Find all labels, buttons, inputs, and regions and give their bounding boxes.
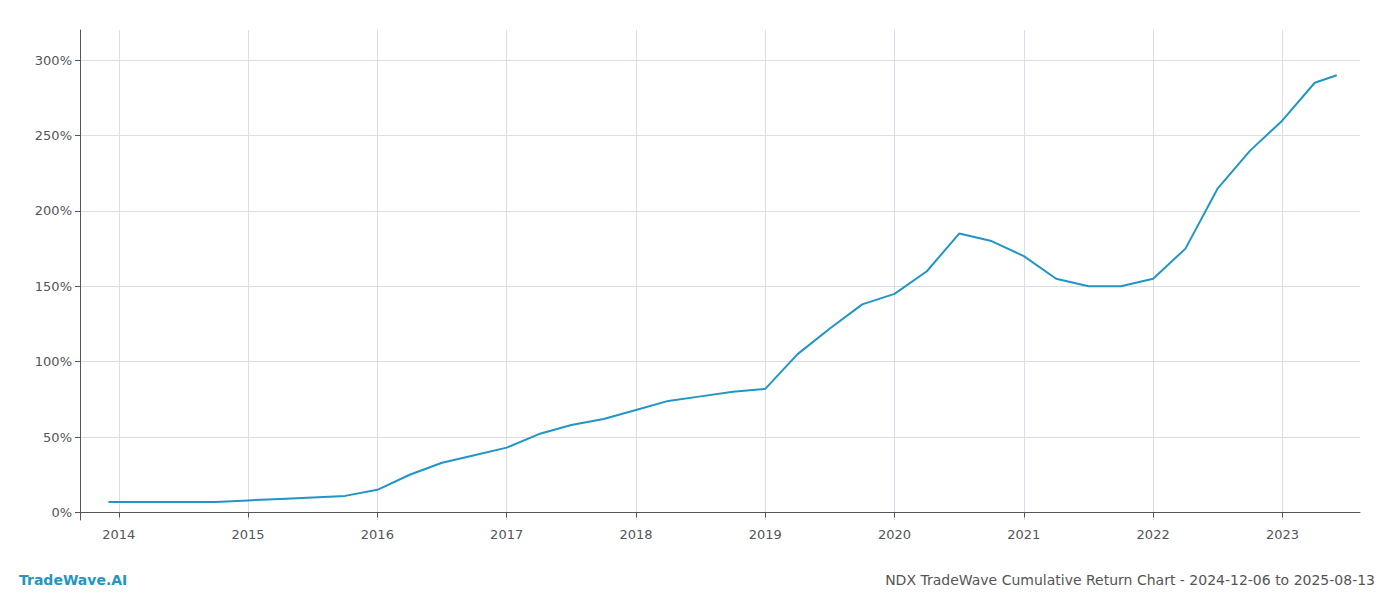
svg-text:2019: 2019 bbox=[749, 527, 782, 542]
svg-text:250%: 250% bbox=[35, 128, 72, 143]
svg-text:2015: 2015 bbox=[232, 527, 265, 542]
svg-text:150%: 150% bbox=[35, 279, 72, 294]
svg-text:100%: 100% bbox=[35, 354, 72, 369]
svg-text:300%: 300% bbox=[35, 53, 72, 68]
svg-text:2017: 2017 bbox=[490, 527, 523, 542]
svg-text:2021: 2021 bbox=[1007, 527, 1040, 542]
svg-text:2023: 2023 bbox=[1266, 527, 1299, 542]
svg-text:2016: 2016 bbox=[361, 527, 394, 542]
svg-text:NDX TradeWave Cumulative Retur: NDX TradeWave Cumulative Return Chart - … bbox=[885, 572, 1375, 588]
svg-text:2014: 2014 bbox=[102, 527, 135, 542]
svg-text:0%: 0% bbox=[51, 505, 72, 520]
svg-text:50%: 50% bbox=[43, 430, 72, 445]
svg-text:200%: 200% bbox=[35, 203, 72, 218]
svg-text:TradeWave.AI: TradeWave.AI bbox=[19, 572, 127, 588]
svg-text:2018: 2018 bbox=[619, 527, 652, 542]
svg-text:2020: 2020 bbox=[878, 527, 911, 542]
svg-text:2022: 2022 bbox=[1137, 527, 1170, 542]
